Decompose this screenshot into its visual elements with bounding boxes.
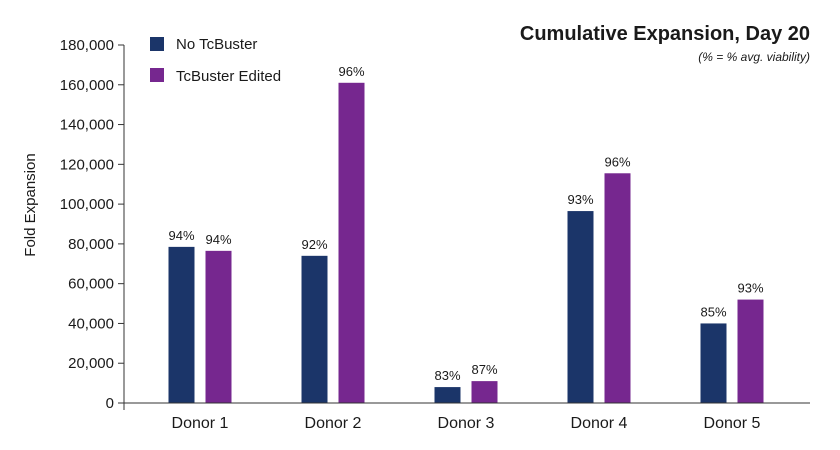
bar [434,387,461,403]
y-tick-label: 60,000 [68,276,114,293]
bar [604,173,631,403]
chart-subtitle: (% = % avg. viability) [698,50,810,64]
bar [301,255,328,403]
data-label: 96% [604,154,630,169]
y-tick-label: 80,000 [68,236,114,253]
y-axis-ticks: 0 20,000 40,000 60,000 80,000 100,000 120,000 1… [60,37,124,412]
data-label: 87% [471,362,497,377]
data-label: 96% [338,64,364,79]
data-label: 83% [434,368,460,383]
bar [700,323,727,403]
legend-swatch-tcbuster-edited [150,68,164,82]
bars [168,82,764,404]
y-axis-label: Fold Expansion [22,153,39,256]
bar [567,211,594,403]
data-label: 85% [700,304,726,319]
y-tick-label: 140,000 [60,117,114,134]
bar [471,381,498,403]
bar [737,299,764,403]
bar [338,82,365,404]
legend-label-no-tcbuster: No TcBuster [176,36,257,53]
data-label: 94% [205,232,231,247]
chart-title: Cumulative Expansion, Day 20 [520,23,810,45]
x-category-label: Donor 5 [704,415,761,432]
y-tick-label: 180,000 [60,37,114,54]
bar [168,246,195,403]
y-tick-label: 0 [106,395,114,412]
x-category-label: Donor 2 [305,415,362,432]
data-label: 94% [168,228,194,243]
data-label: 93% [737,281,763,296]
y-tick-label: 20,000 [68,355,114,372]
x-axis-categories: Donor 1 Donor 2 Donor 3 Donor 4 Donor 5 [172,415,761,432]
x-category-label: Donor 3 [438,415,495,432]
bar [205,250,232,403]
data-label: 93% [567,192,593,207]
x-category-label: Donor 4 [571,415,628,432]
y-tick-label: 160,000 [60,77,114,94]
data-labels: 94% 94% 92% 96% 83% 87% 93% 96% 85% 93% [168,64,763,383]
data-label: 92% [301,237,327,252]
y-tick-label: 40,000 [68,315,114,332]
legend-swatch-no-tcbuster [150,37,164,51]
x-category-label: Donor 1 [172,415,229,432]
legend: No TcBuster TcBuster Edited [150,36,281,85]
y-tick-label: 120,000 [60,156,114,173]
legend-label-tcbuster-edited: TcBuster Edited [176,68,281,85]
y-tick-label: 100,000 [60,196,114,213]
